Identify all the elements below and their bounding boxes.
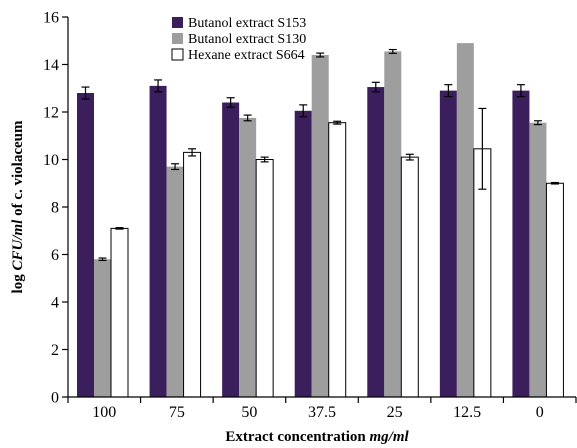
x-ticks: 100 75 50 37.5 25 12.5 0 [67, 397, 577, 421]
bars-layer [77, 43, 564, 398]
x-tick-label: 25 [387, 404, 403, 421]
bar-3 [183, 151, 202, 398]
y-tick-label: 4 [51, 295, 59, 312]
bar-1 [512, 90, 530, 397]
x-tick-label: 37.5 [308, 404, 336, 421]
x-tick-label: 75 [169, 404, 185, 421]
bar-2 [239, 117, 257, 397]
y-tick-label: 6 [51, 247, 59, 264]
y-tick-label: 14 [43, 57, 59, 74]
y-axis-label-pre: log [10, 271, 26, 294]
legend-swatch [171, 48, 184, 61]
y-axis-label: log CFU/ml of c. violaceum [10, 120, 26, 293]
y-tick-label: 10 [43, 152, 59, 169]
y-tick-label: 0 [51, 390, 59, 407]
y-axis-label-unit: CFU/ml [10, 219, 26, 271]
bar-1 [222, 102, 240, 397]
x-tick-label: 0 [536, 404, 544, 421]
x-axis-label-main: Extract concentration [225, 429, 369, 445]
bar-2 [456, 43, 474, 397]
legend-label: Hexane extract S664 [188, 48, 305, 63]
bar-1 [294, 110, 312, 397]
legend-swatch [172, 17, 183, 28]
y-axis-label-post: of c. violaceum [10, 120, 26, 220]
bar-2 [166, 166, 184, 397]
x-tick-label: 100 [92, 404, 116, 421]
y-tick-label: 12 [43, 105, 59, 122]
bar-1 [367, 87, 385, 397]
bar-2 [311, 55, 329, 397]
bar-1 [439, 90, 457, 397]
x-tick-label: 50 [241, 404, 257, 421]
x-tick-label: 12.5 [453, 404, 481, 421]
bar-2 [94, 259, 111, 397]
bar-3 [110, 227, 129, 398]
y-ticks: 0 2 4 6 8 10 12 14 16 [43, 10, 68, 407]
bar-2 [529, 122, 547, 397]
bar-2 [384, 51, 402, 397]
legend-swatch [172, 33, 183, 44]
bar-3 [328, 122, 347, 398]
bar-1 [149, 85, 167, 397]
bar-3 [255, 159, 274, 398]
x-axis-label: Extract concentration mg/ml [225, 429, 409, 445]
x-axis-label-unit: mg/ml [369, 429, 409, 445]
y-tick-label: 2 [51, 342, 59, 359]
bar-1 [77, 93, 94, 397]
legend-label: Butanol extract S130 [188, 32, 306, 47]
bar-3 [400, 156, 419, 398]
y-tick-label: 8 [51, 200, 59, 217]
y-tick-label: 16 [43, 10, 59, 27]
bar-3 [545, 182, 564, 398]
legend-label: Butanol extract S153 [188, 16, 306, 31]
